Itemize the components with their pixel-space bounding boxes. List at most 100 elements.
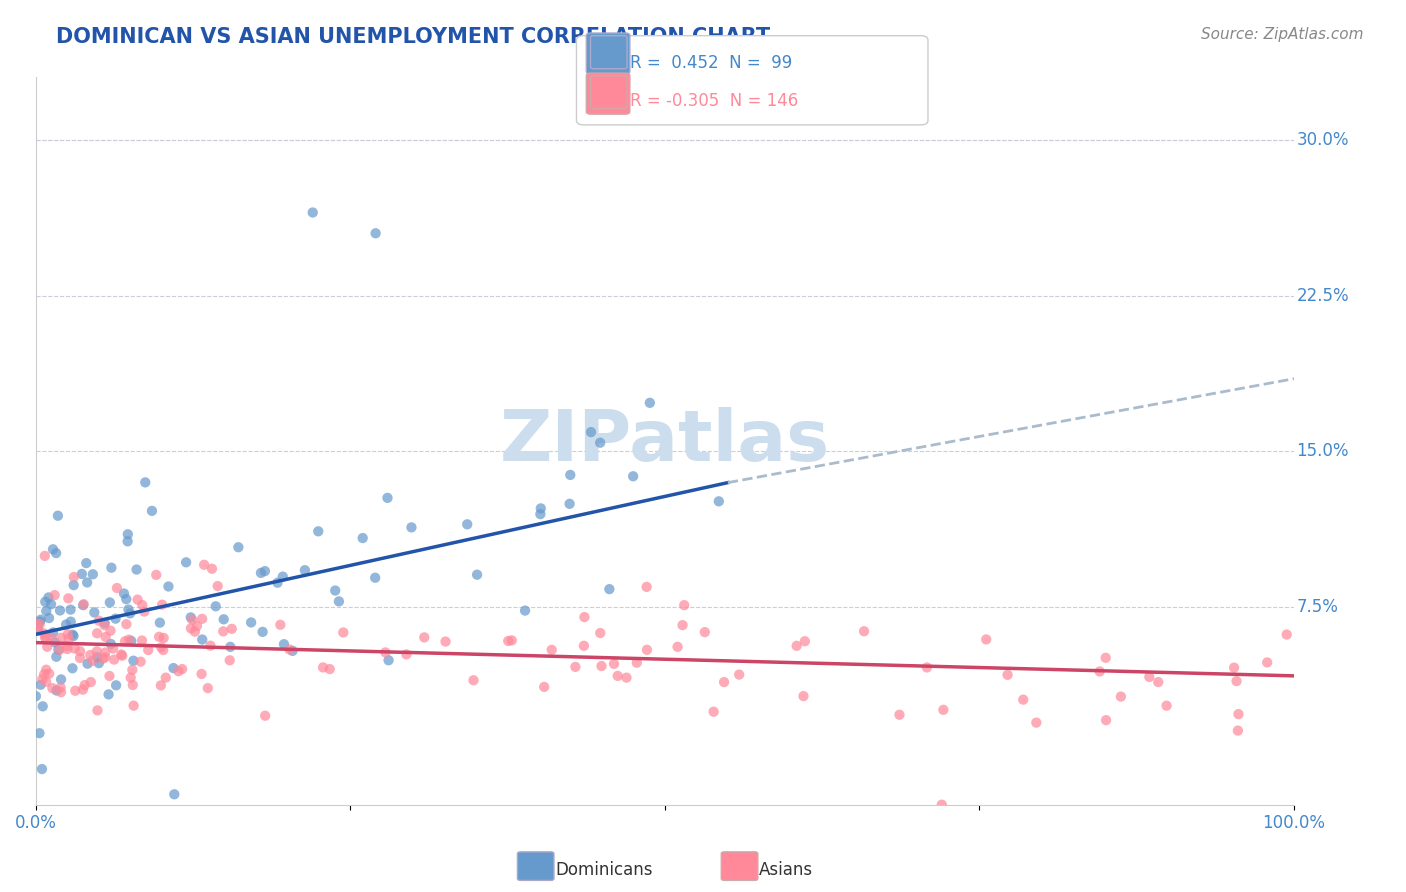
Point	[25, 689, 48, 703]
Point	[56, 642, 79, 657]
Point	[853, 624, 876, 639]
Point	[174, 555, 197, 569]
Point	[1094, 650, 1116, 665]
Point	[184, 624, 207, 639]
Text: R =  0.452  N =  99: R = 0.452 N = 99	[630, 54, 792, 71]
Point	[45, 683, 67, 698]
Point	[638, 396, 661, 410]
Text: DOMINICAN VS ASIAN UNEMPLOYMENT CORRELATION CHART: DOMINICAN VS ASIAN UNEMPLOYMENT CORRELAT…	[56, 27, 770, 46]
Point	[35, 604, 58, 618]
Point	[932, 703, 955, 717]
Point	[34, 632, 56, 646]
Point	[62, 628, 84, 642]
Point	[250, 566, 273, 580]
Point	[591, 659, 613, 673]
Point	[1223, 660, 1246, 674]
Point	[35, 663, 58, 677]
Point	[39, 597, 62, 611]
Point	[589, 626, 612, 640]
Point	[273, 637, 295, 651]
Point	[149, 678, 172, 692]
Point	[63, 570, 86, 584]
Point	[121, 663, 143, 677]
Point	[30, 678, 52, 692]
Point	[93, 618, 115, 632]
Point	[191, 612, 214, 626]
Point	[28, 726, 51, 740]
Point	[598, 582, 620, 596]
Point	[41, 681, 63, 695]
Point	[48, 643, 70, 657]
Point	[31, 699, 53, 714]
Point	[42, 542, 65, 557]
Point	[564, 660, 586, 674]
Point	[55, 639, 77, 653]
Point	[1109, 690, 1132, 704]
Point	[1095, 713, 1118, 727]
Point	[82, 567, 104, 582]
Point	[83, 606, 105, 620]
Point	[574, 610, 596, 624]
Point	[200, 639, 222, 653]
Point	[212, 624, 235, 639]
Text: ZIPatlas: ZIPatlas	[501, 407, 830, 475]
Point	[167, 664, 190, 678]
Point	[100, 624, 122, 638]
Point	[269, 617, 291, 632]
Point	[254, 708, 277, 723]
Point	[100, 560, 122, 574]
Point	[86, 626, 108, 640]
Point	[603, 657, 626, 671]
Text: 7.5%: 7.5%	[1296, 599, 1339, 616]
Point	[204, 599, 226, 614]
Point	[31, 762, 53, 776]
Point	[104, 612, 127, 626]
Point	[513, 604, 536, 618]
Point	[540, 642, 562, 657]
Point	[73, 597, 96, 611]
Point	[34, 549, 56, 563]
Point	[32, 667, 55, 681]
Point	[97, 687, 120, 701]
Point	[38, 591, 60, 605]
Point	[501, 633, 523, 648]
Point	[319, 662, 342, 676]
Point	[70, 566, 93, 581]
Point	[131, 633, 153, 648]
Point	[45, 546, 67, 560]
Point	[1256, 656, 1278, 670]
Point	[162, 661, 184, 675]
Point	[191, 632, 214, 647]
Point	[69, 651, 91, 665]
Point	[616, 671, 638, 685]
Point	[915, 660, 938, 674]
Point	[45, 649, 67, 664]
Point	[1025, 715, 1047, 730]
Point	[465, 567, 488, 582]
Point	[62, 629, 84, 643]
Point	[62, 661, 84, 675]
Point	[163, 787, 186, 801]
Point	[75, 556, 97, 570]
Point	[114, 634, 136, 648]
Point	[49, 631, 72, 645]
Point	[110, 648, 132, 662]
Point	[72, 682, 94, 697]
Point	[186, 619, 208, 633]
Point	[94, 630, 117, 644]
Point	[312, 660, 335, 674]
Point	[529, 507, 551, 521]
Point	[281, 644, 304, 658]
Point	[149, 615, 172, 630]
Point	[134, 605, 156, 619]
Point	[93, 616, 115, 631]
Point	[62, 578, 84, 592]
Point	[271, 569, 294, 583]
Point	[46, 508, 69, 523]
Point	[401, 520, 423, 534]
Point	[129, 655, 152, 669]
Point	[34, 631, 56, 645]
Text: Asians: Asians	[759, 861, 813, 879]
Point	[86, 644, 108, 658]
Point	[693, 625, 716, 640]
